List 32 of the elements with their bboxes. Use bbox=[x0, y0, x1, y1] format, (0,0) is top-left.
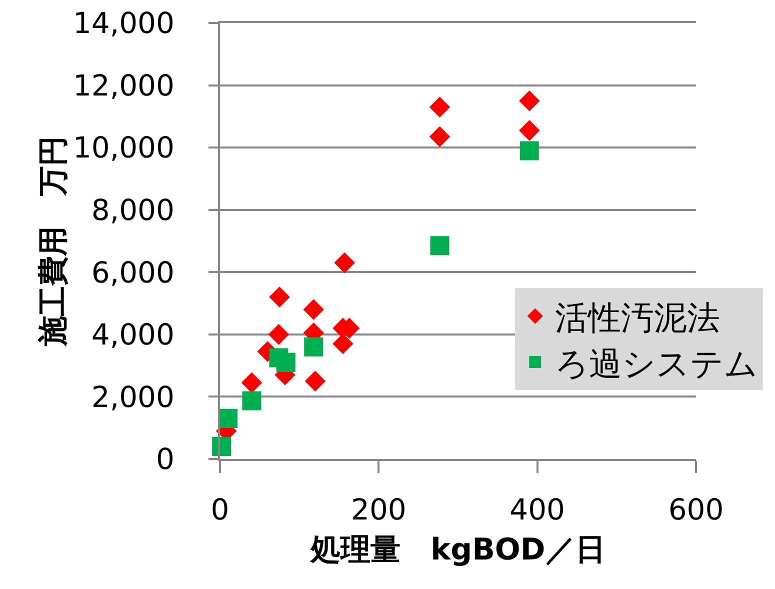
y-tick-label: 0 bbox=[156, 442, 174, 476]
legend-label: 活性汚泥法 bbox=[555, 298, 720, 337]
point bbox=[242, 391, 262, 410]
point bbox=[519, 120, 540, 141]
y-tick-label: 10,000 bbox=[72, 130, 174, 165]
point bbox=[218, 409, 238, 428]
point bbox=[304, 370, 326, 392]
point bbox=[430, 236, 450, 256]
point bbox=[303, 299, 324, 320]
point bbox=[269, 286, 290, 308]
y-tick-label: 12,000 bbox=[72, 68, 174, 102]
point bbox=[241, 372, 262, 394]
x-tick-label: 200 bbox=[350, 492, 406, 527]
y-tick-label: 8,000 bbox=[91, 193, 174, 228]
x-tick-label: 600 bbox=[668, 492, 724, 527]
point bbox=[519, 90, 540, 112]
y-tick-label: 4,000 bbox=[91, 318, 174, 352]
y-tick-label: 6,000 bbox=[91, 255, 174, 290]
point bbox=[304, 337, 324, 356]
point bbox=[276, 352, 296, 372]
y-tick-label: 2,000 bbox=[91, 380, 174, 414]
y-tick-label: 14,000 bbox=[72, 6, 174, 40]
point bbox=[268, 324, 290, 345]
point bbox=[520, 141, 539, 160]
x-axis-title: 処理量 kgBOD／日 bbox=[310, 532, 606, 568]
x-tick-label: 400 bbox=[510, 492, 566, 527]
point bbox=[429, 96, 450, 118]
y-axis-title: 施工費用 万円 bbox=[36, 136, 71, 347]
x-tick-label: 0 bbox=[210, 492, 230, 527]
point bbox=[334, 252, 355, 274]
legend-label: ろ過システム bbox=[555, 344, 758, 383]
point bbox=[429, 126, 450, 148]
